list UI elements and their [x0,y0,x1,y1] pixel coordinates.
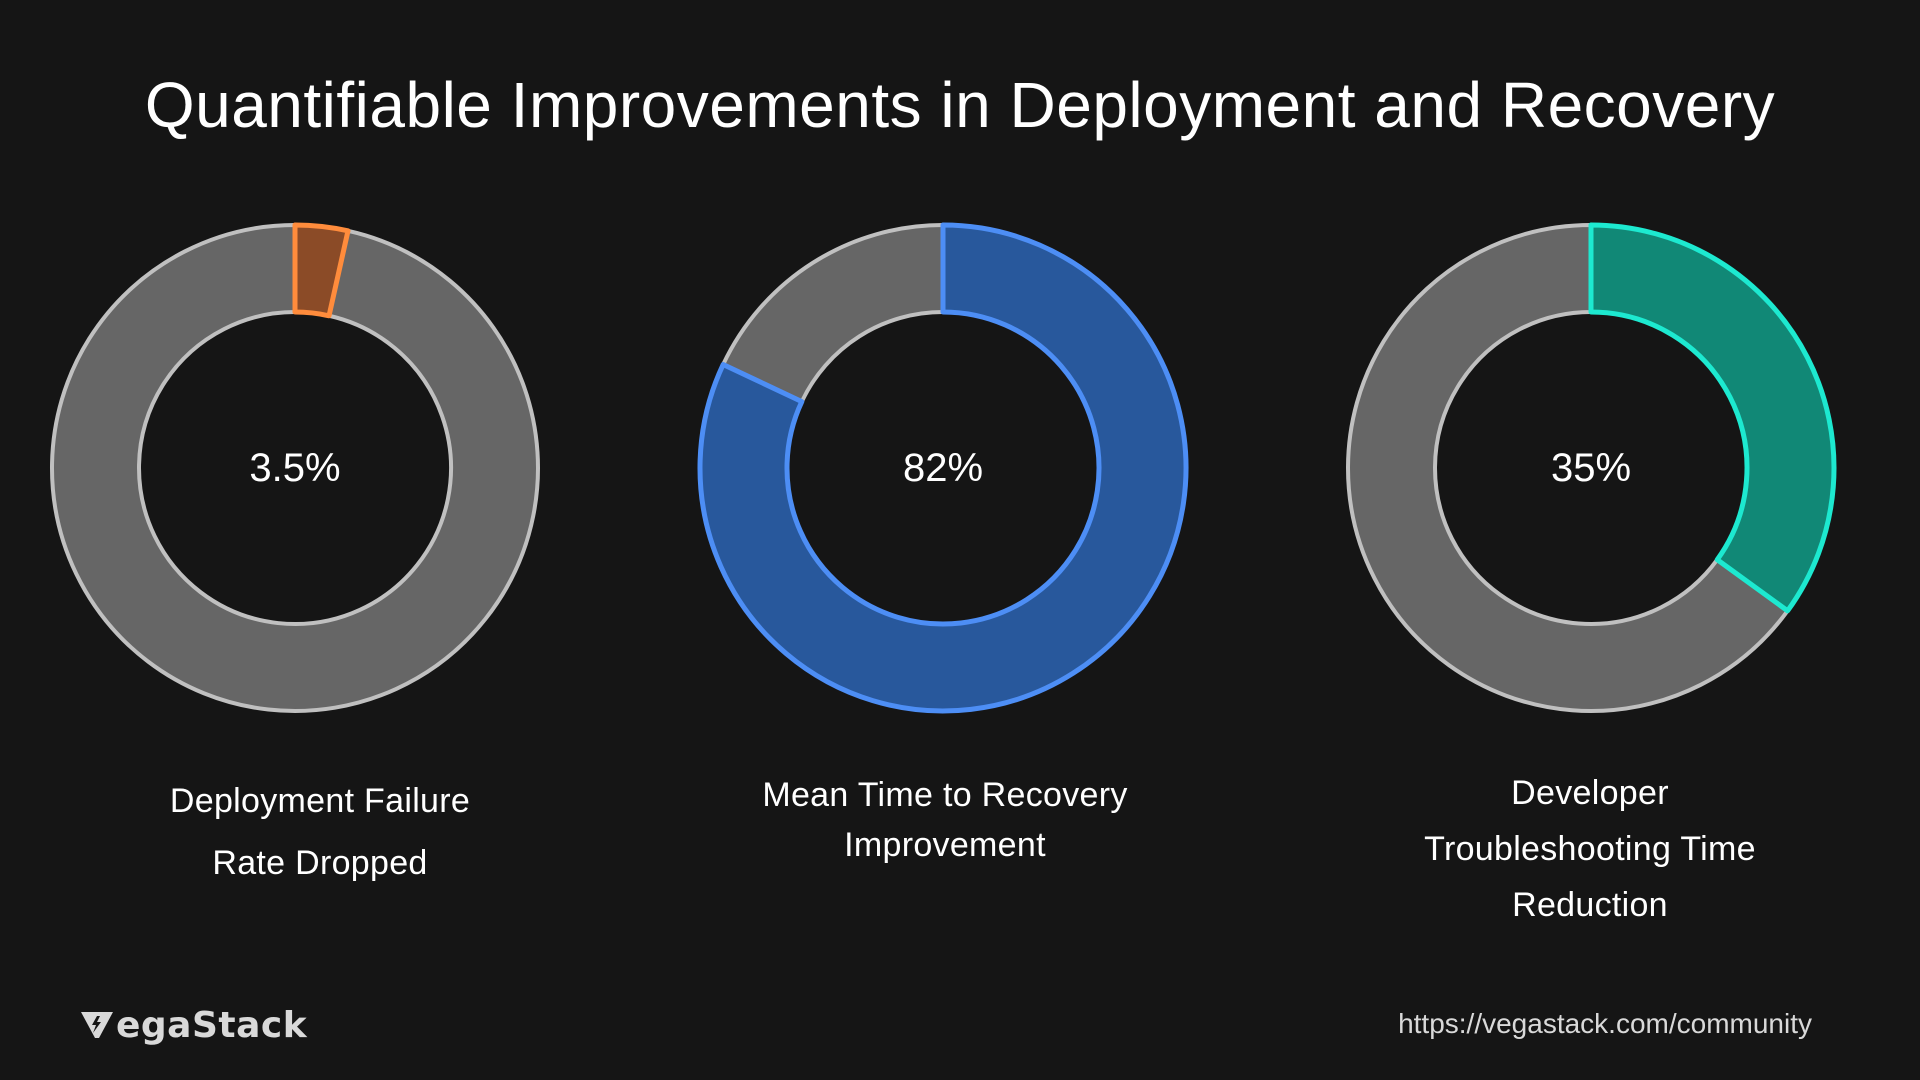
caption-line: Deployment Failure [169,782,471,820]
donut-slice-value [1588,222,1837,614]
donut-caption-mttr: Mean Time to Recovery Improvement [685,770,1205,870]
vegastack-logo: egaStack [80,1000,307,1050]
donut-center-label: 3.5% [249,446,340,490]
donut-slice-remainder [1346,222,1791,713]
caption-line: Reduction [1512,886,1668,924]
donut-center-label: 82% [903,446,983,490]
page-title: Quantifiable Improvements in Deployment … [144,69,1776,141]
caption-line: Rate Dropped [212,844,428,882]
caption-line: Improvement [844,826,1046,864]
caption-line: Troubleshooting Time [1424,830,1756,868]
lightning-v-icon [81,1012,113,1038]
brand-name: egaStack [116,1004,308,1046]
donut-slice-value [292,222,351,319]
donut-caption-troubleshooting: Developer Troubleshooting Time Reduction [1330,765,1850,933]
donut-center-label: 35% [1551,446,1631,490]
donut-deployment-failure: 3.5% [50,222,540,713]
donut-slice-remainder [720,222,945,405]
caption-line: Developer [1511,774,1669,812]
donut-slice-remainder [50,222,540,713]
donut-troubleshooting: 35% [1346,222,1837,713]
community-url[interactable]: https://vegastack.com/community [1398,1008,1812,1039]
donut-slice-value [697,222,1189,714]
caption-line: Mean Time to Recovery [762,776,1128,814]
donut-caption-deployment-failure: Deployment Failure Rate Dropped [60,770,580,894]
donut-mttr: 82% [697,222,1189,714]
